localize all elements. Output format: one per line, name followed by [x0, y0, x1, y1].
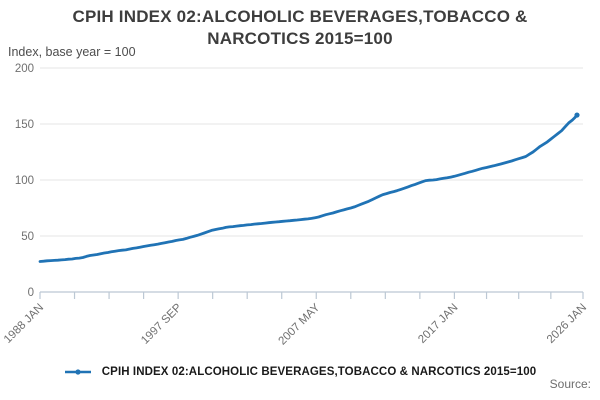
x-axis-labels: 1988 JAN 1997 SEP 2007 MAY 2017 JAN 2026 JAN — [2, 301, 589, 347]
source-label: Source: — [549, 377, 591, 391]
series-end-marker — [574, 112, 580, 118]
legend[interactable]: CPIH INDEX 02:ALCOHOLIC BEVERAGES,TOBACC… — [0, 362, 600, 382]
y-axis-labels: 0 50 100 150 200 — [15, 63, 34, 299]
svg-text:200: 200 — [15, 63, 34, 75]
svg-text:0: 0 — [28, 287, 34, 299]
svg-text:1997 SEP: 1997 SEP — [139, 301, 184, 346]
svg-text:50: 50 — [21, 231, 34, 243]
svg-text:2007 MAY: 2007 MAY — [277, 301, 323, 347]
svg-text:1988 JAN: 1988 JAN — [2, 302, 46, 346]
svg-text:2026 JAN: 2026 JAN — [545, 302, 589, 346]
svg-text:100: 100 — [15, 175, 34, 187]
svg-text:2017 JAN: 2017 JAN — [416, 302, 460, 346]
chart-title: CPIH INDEX 02:ALCOHOLIC BEVERAGES,TOBACC… — [0, 6, 600, 51]
series-line-icon — [64, 369, 91, 375]
chart-title-text: CPIH INDEX 02:ALCOHOLIC BEVERAGES,TOBACC… — [72, 7, 528, 49]
legend-series-label: CPIH INDEX 02:ALCOHOLIC BEVERAGES,TOBACC… — [101, 366, 537, 378]
chart-plot-area[interactable]: 0 50 100 150 200 1988 JAN 1997 SEP 2007 MAY 2017… — [0, 0, 600, 355]
x-axis — [39, 291, 584, 299]
svg-text:150: 150 — [15, 119, 34, 131]
y-axis-unit-label: Index, base year = 100 — [8, 45, 136, 59]
series-line[interactable] — [38, 113, 579, 263]
y-gridlines — [40, 67, 583, 237]
